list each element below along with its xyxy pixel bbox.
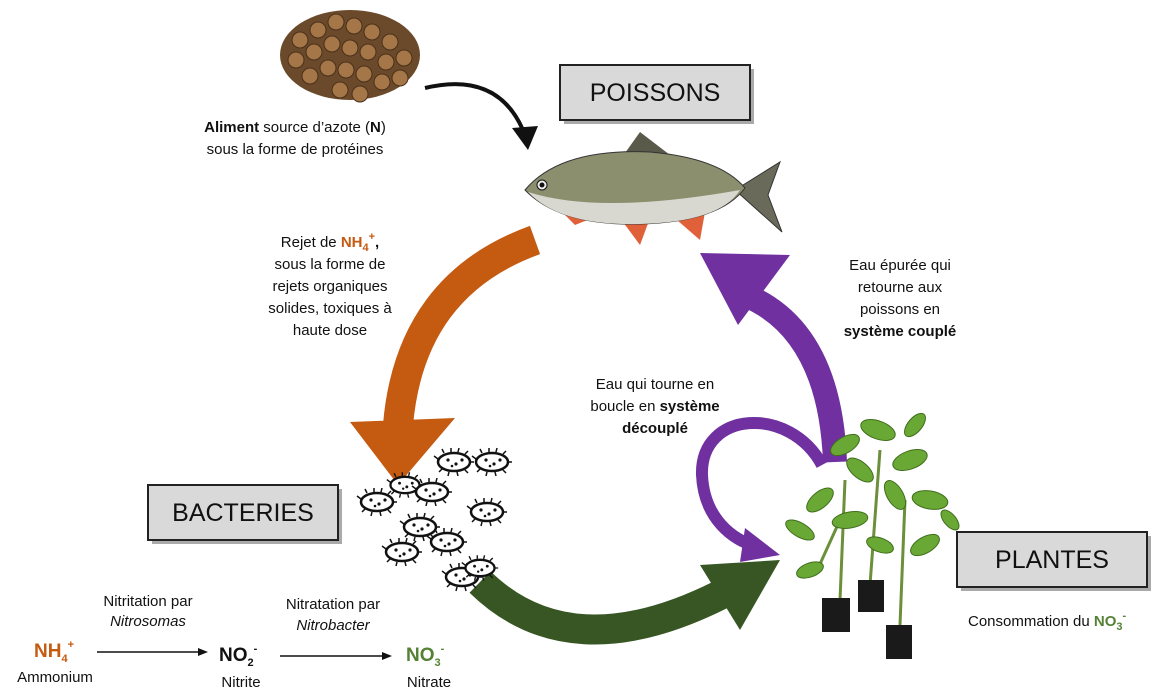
text-run: Consommation du <box>968 613 1094 630</box>
loop-caption: découplé <box>622 420 688 437</box>
step-label: Nitratation par <box>286 596 380 613</box>
feed-arrow <box>425 84 525 135</box>
release-caption: Rejet de NH4+, <box>281 231 379 254</box>
text-run: NO <box>219 645 248 666</box>
arrowhead <box>740 528 780 562</box>
text-run: , <box>375 234 379 251</box>
text-run: 3 <box>1116 621 1122 633</box>
loop-caption: Eau qui tourne en <box>596 376 714 393</box>
text-run: NH <box>34 641 61 662</box>
step-agent: Nitrosomas <box>110 613 186 630</box>
text-run: - <box>1123 610 1127 622</box>
arrowhead <box>198 648 208 656</box>
text-run: 2 <box>248 657 254 669</box>
bacteria <box>357 448 512 591</box>
text-run: 4 <box>61 653 68 665</box>
box-label: POISSONS <box>590 79 721 107</box>
diagram: POISSONS BACTERIES PLANTES <box>0 0 1155 695</box>
consumption-caption: Consommation du NO3- <box>968 610 1127 633</box>
text-run: - <box>441 643 445 655</box>
feed-pellets <box>280 10 420 102</box>
return-caption: retourne aux <box>858 279 943 296</box>
step-agent: Nitrobacter <box>296 617 370 634</box>
text-run: boucle en <box>590 398 659 415</box>
text-run: - <box>254 643 258 655</box>
arrowhead <box>512 126 538 150</box>
step-label: Nitritation par <box>103 593 192 610</box>
species-formula: NO3- <box>406 643 445 669</box>
release-caption: solides, toxiques à <box>268 300 392 317</box>
text-run: système <box>660 398 720 415</box>
release-caption: haute dose <box>293 322 367 339</box>
release-caption: rejets organiques <box>272 278 387 295</box>
species-name: Nitrite <box>221 674 260 691</box>
return-caption: Eau épurée qui <box>849 257 951 274</box>
text-run: N <box>370 119 381 136</box>
species-name: Ammonium <box>17 669 93 686</box>
text-run: NO <box>1094 613 1117 630</box>
arrowhead <box>382 652 392 660</box>
text-run: + <box>68 639 74 651</box>
box-label: BACTERIES <box>172 499 314 527</box>
text-run: ) <box>381 119 386 136</box>
text-run: 3 <box>435 657 441 669</box>
text-run: Rejet de <box>281 234 341 251</box>
text-run: Aliment <box>204 119 259 136</box>
species-name: Nitrate <box>407 674 451 691</box>
feed-caption: Aliment source d’azote (N) <box>204 119 386 136</box>
loop-caption: boucle en système <box>590 398 719 415</box>
species-formula: NH4+ <box>34 639 74 665</box>
text-run: NH <box>341 234 363 251</box>
text-run: 4 <box>362 242 369 254</box>
feed-caption: sous la forme de protéines <box>207 141 384 158</box>
box-label: PLANTES <box>995 546 1109 574</box>
release-arrow <box>398 240 535 425</box>
return-caption: système couplé <box>844 323 957 340</box>
return-caption: poissons en <box>860 301 940 318</box>
fish <box>525 132 782 245</box>
text-run: source d’azote ( <box>259 119 370 136</box>
species-formula: NO2- <box>219 643 258 669</box>
release-caption: sous la forme de <box>275 256 386 273</box>
nitrate-arrow <box>480 582 720 630</box>
text-run: NO <box>406 645 435 666</box>
